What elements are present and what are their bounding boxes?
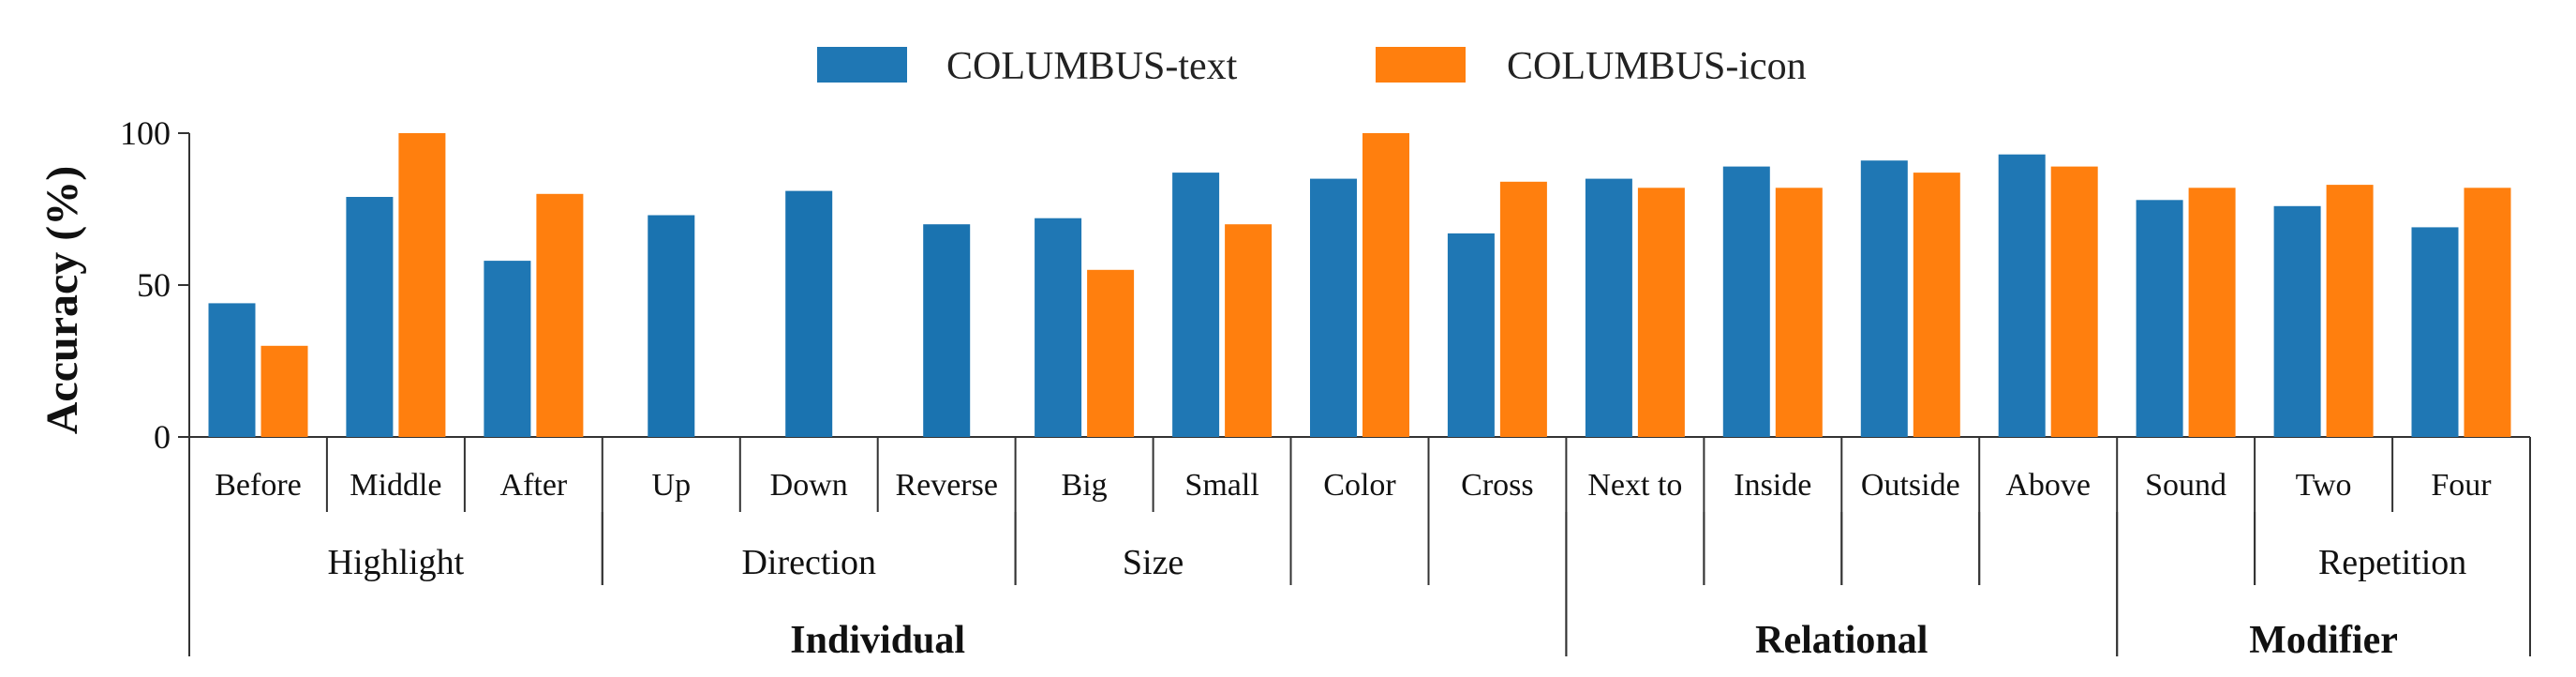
bar-text-down <box>785 190 833 437</box>
category-label: Small <box>1184 468 1258 503</box>
bar-icon-sound <box>2188 188 2236 438</box>
category-label: Above <box>2005 468 2091 503</box>
category-label: After <box>500 468 568 503</box>
bar-text-up <box>648 215 695 437</box>
legend-label-icon: COLUMBUS-icon <box>1507 45 1807 88</box>
category-label: Down <box>770 468 848 503</box>
bar-icon-small <box>1225 224 1273 437</box>
supergroup-label: Modifier <box>2249 619 2398 662</box>
bar-text-above <box>1998 154 2046 437</box>
category-label: Outside <box>1861 468 1960 503</box>
y-tick-label-100: 100 <box>120 114 171 152</box>
legend-label-text: COLUMBUS-text <box>946 45 1238 88</box>
bar-text-big <box>1035 218 1082 437</box>
category-label: Middle <box>350 468 441 503</box>
bar-text-outside <box>1860 160 1908 437</box>
category-label: Reverse <box>895 468 998 503</box>
group-label: Size <box>1123 543 1184 582</box>
bar-text-small <box>1172 173 1220 437</box>
bar-icon-cross <box>1499 181 1547 438</box>
group-labels: Highlight Direction Size Repetition <box>188 512 2531 585</box>
category-label: Next to <box>1587 468 1682 503</box>
bar-text-after <box>484 261 531 437</box>
supergroup-label: Relational <box>1755 619 1928 662</box>
category-label: Up <box>652 468 692 503</box>
bar-text-sound <box>2136 200 2183 437</box>
group-label: Highlight <box>328 543 465 582</box>
category-labels: Before Middle After Up Down Reverse Big Small Co… <box>188 437 2531 512</box>
bar-text-before <box>208 303 256 437</box>
bar-icon-above <box>2050 166 2098 437</box>
bar-text-reverse <box>923 224 971 437</box>
bar-text-four <box>2411 227 2459 437</box>
bar-icon-before <box>261 345 308 437</box>
supergroup-label: Individual <box>790 619 965 662</box>
y-tick-label-50: 50 <box>137 266 171 304</box>
category-label: Cross <box>1461 468 1533 503</box>
bar-icon-next-to <box>1637 188 1685 438</box>
y-ticks: 0 50 100 <box>120 114 189 456</box>
bar-text-color <box>1310 178 1357 437</box>
bar-icon-outside <box>1913 173 1960 437</box>
category-label: Before <box>215 468 302 503</box>
category-label: Big <box>1062 468 1108 503</box>
bar-icon-two <box>2326 185 2374 437</box>
bar-icon-middle <box>398 133 446 437</box>
bar-text-next-to <box>1585 178 1632 437</box>
legend-swatch-text <box>817 47 907 83</box>
legend-swatch-icon <box>1376 47 1466 83</box>
category-label: Four <box>2431 468 2492 503</box>
legend: COLUMBUS-text COLUMBUS-icon <box>817 45 1807 88</box>
bar-text-two <box>2273 205 2321 437</box>
bar-text-cross <box>1447 233 1495 437</box>
category-label: Two <box>2296 468 2352 503</box>
supergroup-labels: Individual Relational Modifier <box>188 585 2531 662</box>
bar-icon-color <box>1362 133 1409 437</box>
y-axis-label: Accuracy (%) <box>37 166 87 435</box>
y-tick-label-0: 0 <box>154 418 171 456</box>
bar-text-inside <box>1722 166 1770 437</box>
category-label: Inside <box>1734 468 1811 503</box>
bar-icon-big <box>1087 269 1135 437</box>
group-label: Direction <box>741 543 876 582</box>
bar-icon-four <box>2464 188 2511 438</box>
bar-icon-inside <box>1775 188 1823 438</box>
bars <box>208 133 2511 438</box>
group-label: Repetition <box>2318 543 2466 582</box>
bar-text-middle <box>346 197 394 437</box>
category-label: Color <box>1323 468 1396 503</box>
bar-icon-after <box>536 193 584 438</box>
category-label: Sound <box>2145 468 2226 503</box>
